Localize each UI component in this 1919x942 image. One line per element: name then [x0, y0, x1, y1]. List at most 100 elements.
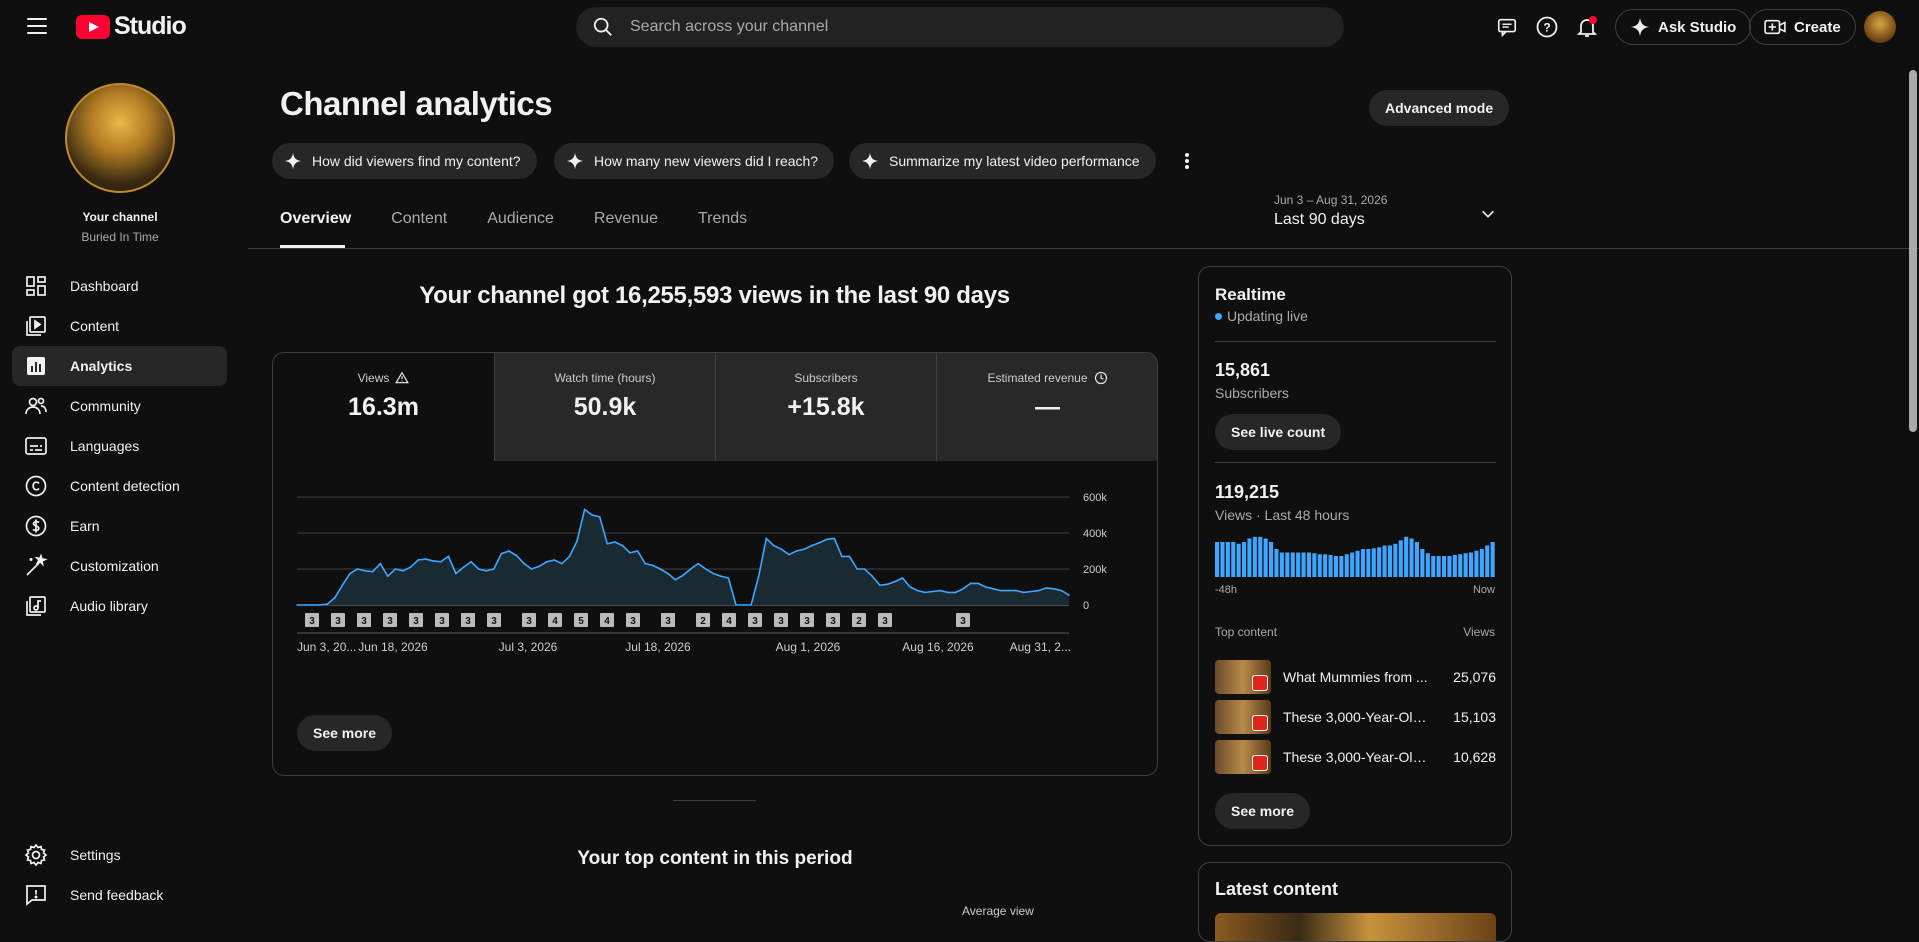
suggestion-chip[interactable]: Summarize my latest video performance — [849, 143, 1156, 179]
metric-label: Watch time (hours) — [554, 371, 656, 385]
latest-video-thumbnail[interactable] — [1215, 913, 1496, 941]
sidebar-item-content-detection[interactable]: Content detection — [12, 466, 227, 506]
suggestion-chip[interactable]: How many new viewers did I reach? — [554, 143, 835, 179]
views-data-point — [371, 570, 374, 573]
views-data-point — [568, 555, 571, 558]
top-content-row[interactable]: These 3,000-Year-Old ... 15,103 — [1215, 699, 1496, 735]
ask-studio-button[interactable]: Ask Studio — [1615, 9, 1752, 45]
tab-content[interactable]: Content — [391, 210, 448, 227]
channel-avatar[interactable] — [65, 83, 175, 193]
x-tick-label: Jul 18, 2026 — [625, 640, 691, 654]
publish-marker[interactable]: 3 — [626, 613, 640, 627]
publish-marker[interactable]: 3 — [409, 613, 423, 627]
views-data-point — [621, 544, 624, 547]
warning-icon[interactable] — [395, 371, 410, 385]
help-icon[interactable]: ? — [1527, 7, 1567, 47]
analytics-icon — [27, 357, 45, 375]
metric-subscribers-tab[interactable]: Subscribers +15.8k — [715, 353, 936, 461]
views-data-point — [311, 604, 313, 606]
views-data-point — [296, 604, 298, 606]
publish-marker[interactable]: 3 — [357, 613, 371, 627]
messages-icon[interactable] — [1487, 7, 1527, 47]
sidebar-item-community[interactable]: Community — [12, 386, 227, 426]
publish-marker[interactable]: 3 — [956, 613, 970, 627]
publish-marker[interactable]: 3 — [826, 613, 840, 627]
top-content-row[interactable]: These 3,000-Year-Old ... 10,628 — [1215, 739, 1496, 775]
chevron-down-icon[interactable] — [1480, 206, 1496, 222]
metric-watch-time-tab[interactable]: Watch time (hours) 50.9k — [494, 353, 715, 461]
sidebar-item-dashboard[interactable]: Dashboard — [12, 266, 227, 306]
sidebar-item-audio-library[interactable]: Audio library — [12, 586, 227, 626]
suggestion-chip[interactable]: How did viewers find my content? — [272, 143, 537, 179]
publish-marker[interactable]: 3 — [383, 613, 397, 627]
publish-marker[interactable]: 2 — [852, 613, 866, 627]
notifications-icon[interactable] — [1567, 7, 1607, 47]
scrollbar[interactable] — [1909, 70, 1917, 432]
views-data-point — [356, 568, 359, 570]
tab-revenue[interactable]: Revenue — [593, 210, 658, 227]
sidebar-item-analytics[interactable]: Analytics — [12, 346, 227, 386]
publish-marker[interactable]: 3 — [800, 613, 814, 627]
views-data-point — [636, 550, 639, 552]
views-data-point — [1000, 589, 1002, 592]
top-content-row[interactable]: What Mummies from ... 25,076 — [1215, 659, 1496, 695]
realtime-see-more-button[interactable]: See more — [1215, 793, 1311, 829]
publish-marker[interactable]: 3 — [522, 613, 536, 627]
sidebar-item-languages[interactable]: Languages — [12, 426, 227, 466]
views-data-point — [583, 508, 586, 511]
metric-views-tab[interactable]: Views 16.3m — [273, 353, 494, 461]
create-button[interactable]: Create — [1749, 9, 1856, 45]
sidebar-item-customization[interactable]: Customization — [12, 546, 227, 586]
video-views: 15,103 — [1453, 709, 1496, 725]
publish-marker[interactable]: 3 — [305, 613, 319, 627]
tab-overview[interactable]: Overview — [280, 210, 352, 227]
sidebar-item-content[interactable]: Content — [12, 306, 227, 346]
publish-marker[interactable]: 3 — [748, 613, 762, 627]
search-input[interactable]: Search across your channel — [576, 7, 1344, 47]
svg-text:3: 3 — [361, 616, 367, 627]
advanced-mode-button[interactable]: Advanced mode — [1369, 90, 1510, 126]
sidebar-item-label: Content — [70, 318, 120, 334]
see-live-count-button[interactable]: See live count — [1215, 414, 1342, 450]
publish-marker[interactable]: 3 — [774, 613, 788, 627]
realtime-bar — [1420, 549, 1425, 577]
date-range-picker[interactable]: Jun 3 – Aug 31, 2026 Last 90 days — [1274, 193, 1514, 229]
more-options-icon[interactable] — [1177, 148, 1197, 174]
views-data-point — [402, 570, 404, 572]
realtime-bar — [1296, 552, 1301, 577]
publish-marker[interactable]: 3 — [461, 613, 475, 627]
account-avatar[interactable] — [1864, 11, 1896, 43]
views-data-point — [553, 559, 556, 561]
clock-icon[interactable] — [1094, 371, 1108, 385]
views-data-point — [1068, 594, 1070, 596]
publish-marker[interactable]: 4 — [600, 613, 614, 627]
x-tick-label: Jul 3, 2026 — [499, 640, 558, 654]
publish-marker[interactable]: 3 — [435, 613, 449, 627]
views-data-point — [879, 584, 881, 586]
views-data-point — [424, 558, 427, 560]
publish-marker[interactable]: 3 — [661, 613, 675, 627]
publish-marker[interactable]: 2 — [696, 613, 710, 627]
sidebar-item-settings[interactable]: Settings — [12, 835, 227, 875]
studio-logo[interactable]: Studio — [76, 12, 187, 41]
tab-audience[interactable]: Audience — [487, 210, 554, 227]
metric-revenue-tab[interactable]: Estimated revenue — — [936, 353, 1157, 461]
publish-marker[interactable]: 4 — [548, 613, 562, 627]
sidebar-item-send-feedback[interactable]: Send feedback — [12, 875, 227, 915]
views-data-point — [909, 586, 911, 588]
svg-text:2: 2 — [856, 616, 862, 627]
views-chart[interactable]: 600k 400k 200k 0 3 3 3 3 3 3 3 3 3 4 5 4 3 3 2 4 3 3 3 3 2 3 3 Jun … — [273, 483, 1157, 663]
tab-trends[interactable]: Trends — [697, 210, 748, 227]
publish-marker[interactable]: 3 — [487, 613, 501, 627]
menu-icon[interactable] — [22, 15, 52, 37]
publish-marker[interactable]: 3 — [878, 613, 892, 627]
sidebar-item-earn[interactable]: Earn — [12, 506, 227, 546]
see-more-button[interactable]: See more — [297, 715, 393, 751]
realtime-bar — [1442, 556, 1447, 577]
subtitles-icon — [25, 437, 47, 455]
publish-marker[interactable]: 3 — [331, 613, 345, 627]
publish-marker[interactable]: 5 — [574, 613, 588, 627]
publish-marker[interactable]: 4 — [722, 613, 736, 627]
realtime-bar — [1431, 556, 1436, 577]
realtime-bar-chart[interactable] — [1215, 535, 1496, 577]
